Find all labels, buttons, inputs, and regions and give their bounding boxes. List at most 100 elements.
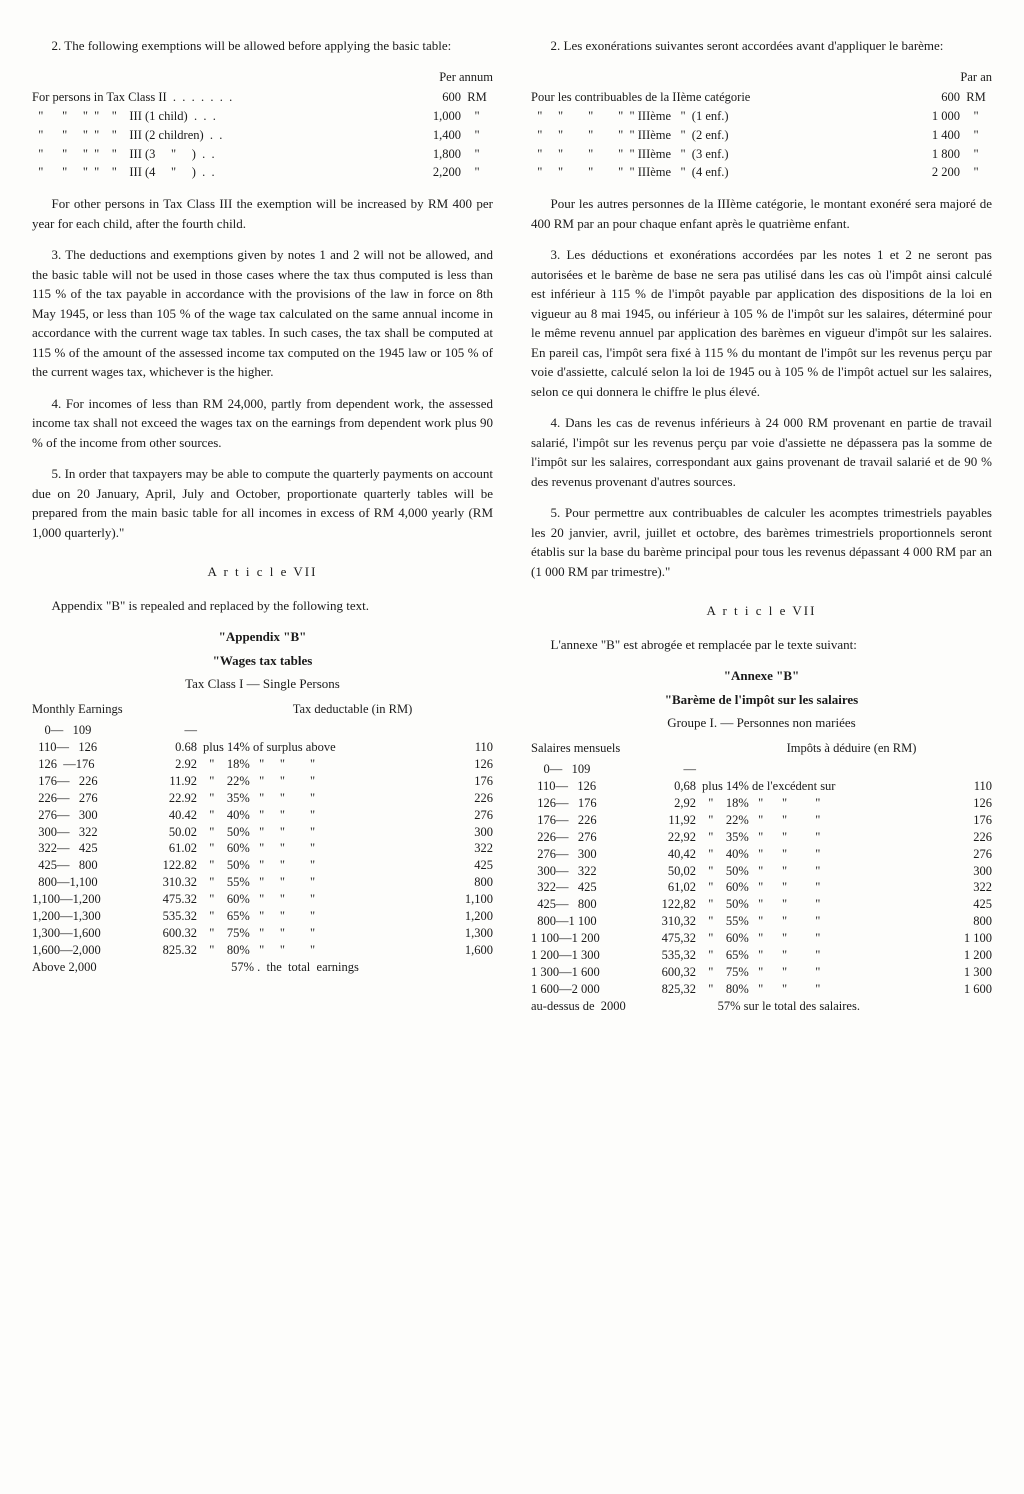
wages-threshold: 425 [942,896,992,913]
fr-exempt-rows: Pour les contribuables de la IIème catég… [531,88,992,182]
wages-formula: " 65% " " " [203,908,443,925]
en-exempt-header: Per annum [32,68,493,87]
exempt-amount: 1,000 [401,107,461,126]
exempt-row: " " " " " III (1 child) . . .1,000" [32,107,493,126]
wages-threshold: 226 [443,790,493,807]
wages-threshold: 176 [942,812,992,829]
exempt-unit: " [461,107,493,126]
wages-formula: " 40% " " " [702,846,942,863]
wages-row: 1,600—2,000825.32 " 80% " " "1,600 [32,942,493,959]
wages-range: 1 100—1 200 [531,930,641,947]
wages-row: 126— 1762,92 " 18% " " "126 [531,795,992,812]
wages-base: — [142,722,203,739]
wages-row: 425— 800122,82 " 50% " " "425 [531,896,992,913]
wages-row: 0— 109— [32,722,493,739]
en-wages-header: Monthly Earnings Tax deductable (in RM) [32,700,493,719]
exempt-row: " " " " " IIIème " (2 enf.)1 400" [531,126,992,145]
exempt-row: " " " " " IIIème " (4 enf.)2 200" [531,163,992,182]
wages-row: Above 2,000 57% . the total earnings [32,959,493,976]
en-p-other: For other persons in Tax Class III the e… [32,194,493,233]
wages-range: 0— 109 [32,722,142,739]
fr-exempt-header-label: Par an [960,68,992,87]
exempt-line: " " " " " III (4 " ) . . [32,163,401,182]
wages-formula: " 40% " " " [203,807,443,824]
exempt-unit: " [960,163,992,182]
wages-base: 0.68 [142,739,203,756]
wages-range: 126— 176 [531,795,641,812]
wages-row: 226— 27622.92 " 35% " " "226 [32,790,493,807]
en-exemptions-table: Per annum For persons in Tax Class II . … [32,68,493,183]
wages-range: 425— 800 [531,896,641,913]
wages-formula: " 50% " " " [702,896,942,913]
wages-range: 110— 126 [531,778,641,795]
wages-threshold: 1 100 [942,930,992,947]
wages-formula: plus 14% de l'excédent sur [702,778,942,795]
en-p2-intro: 2. The following exemptions will be allo… [32,36,493,56]
exempt-unit: " [960,145,992,164]
wages-base: 11.92 [142,773,203,790]
wages-range: 1,100—1,200 [32,891,142,908]
wages-formula: " 18% " " " [203,756,443,773]
exempt-row: " " " " " IIIème " (3 enf.)1 800" [531,145,992,164]
wages-threshold: 176 [443,773,493,790]
fr-p5: 5. Pour permettre aux contribuables de c… [531,503,992,581]
exempt-amount: 600 [900,88,960,107]
exempt-line: " " " " " IIIème " (4 enf.) [531,163,900,182]
wages-formula: " 80% " " " [702,981,942,998]
wages-formula: " 22% " " " [702,812,942,829]
exempt-unit: " [461,163,493,182]
exempt-row: For persons in Tax Class II . . . . . . … [32,88,493,107]
wages-formula: " 18% " " " [702,795,942,812]
wages-base: 825.32 [142,942,203,959]
wages-range: 322— 425 [531,879,641,896]
wages-base: 61,02 [641,879,702,896]
wages-row: 800—1,100310.32 " 55% " " "800 [32,874,493,891]
exempt-amount: 1 800 [900,145,960,164]
wages-range: au-dessus de 2000 [531,998,641,1015]
en-p4: 4. For incomes of less than RM 24,000, p… [32,394,493,453]
wages-formula: " 50% " " " [203,857,443,874]
exempt-line: " " " " " III (2 children) . . [32,126,401,145]
fr-wages-tax-title: "Barème de l'impôt sur les salaires [531,690,992,710]
wages-row: 110— 1260.68plus 14% of surplus above110 [32,739,493,756]
column-english: 2. The following exemptions will be allo… [32,36,493,1014]
wages-threshold: 800 [443,874,493,891]
en-tax-class: Tax Class I — Single Persons [32,674,493,694]
wages-formula: " 60% " " " [203,840,443,857]
fr-wages-header: Salaires mensuels Impôts à déduire (en R… [531,739,992,758]
fr-wages-table: Salaires mensuels Impôts à déduire (en R… [531,739,992,1015]
wages-row: 1,300—1,600600.32 " 75% " " "1,300 [32,925,493,942]
wages-base: 2.92 [142,756,203,773]
exempt-line: Pour les contribuables de la IIème catég… [531,88,900,107]
en-p5: 5. In order that taxpayers may be able t… [32,464,493,542]
exempt-amount: 600 [401,88,461,107]
fr-exemptions-table: Par an Pour les contribuables de la IIèm… [531,68,992,183]
exempt-row: " " " " " III (3 " ) . .1,800" [32,145,493,164]
wages-range: Above 2,000 [32,959,142,976]
wages-row: 276— 30040,42 " 40% " " "276 [531,846,992,863]
exempt-line: " " " " " III (3 " ) . . [32,145,401,164]
fr-p-other: Pour les autres personnes de la IIIème c… [531,194,992,233]
wages-range: 800—1 100 [531,913,641,930]
wages-formula: " 65% " " " [702,947,942,964]
wages-base: 122,82 [641,896,702,913]
fr-exempt-header: Par an [531,68,992,87]
wages-row: au-dessus de 2000 57% sur le total des s… [531,998,992,1015]
wages-range: 1,300—1,600 [32,925,142,942]
wages-threshold: 322 [443,840,493,857]
wages-base: 50.02 [142,824,203,841]
wages-formula: " 35% " " " [203,790,443,807]
fr-p4: 4. Dans les cas de revenus inférieurs à … [531,413,992,491]
wages-base: 475,32 [641,930,702,947]
fr-appendix-intro: L'annexe "B" est abrogée et remplacée pa… [531,635,992,655]
fr-p3: 3. Les déductions et exonérations accord… [531,245,992,401]
en-wages-table: Monthly Earnings Tax deductable (in RM) … [32,700,493,976]
exempt-line: " " " " " III (1 child) . . . [32,107,401,126]
exempt-unit: " [461,145,493,164]
wages-range: 226— 276 [32,790,142,807]
en-p3: 3. The deductions and exemptions given b… [32,245,493,382]
wages-formula: " 80% " " " [203,942,443,959]
wages-formula: " 60% " " " [702,930,942,947]
wages-formula: " 50% " " " [203,824,443,841]
wages-formula: " 75% " " " [702,964,942,981]
